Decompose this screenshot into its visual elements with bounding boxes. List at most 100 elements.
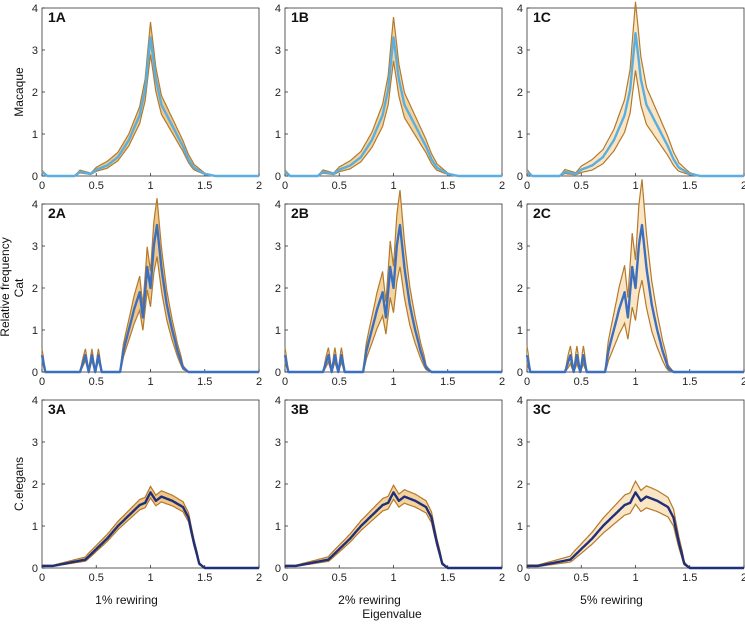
row-label-celegans: C.elegans — [12, 457, 26, 511]
y-tick-label: 1 — [517, 129, 523, 141]
panel-label: 1A — [48, 9, 66, 25]
x-tick-label: 1.5 — [197, 376, 212, 388]
series-line-macaque — [284, 36, 503, 178]
y-tick-label: 2 — [275, 479, 281, 491]
panel-label: 1C — [533, 9, 551, 25]
x-tick-label: 1.5 — [682, 180, 697, 192]
x-tick-label: 1 — [632, 180, 638, 192]
x-tick-label: 0 — [524, 180, 530, 192]
y-tick-label: 1 — [517, 325, 523, 337]
y-tick-label: 2 — [32, 479, 38, 491]
series-line-macaque — [41, 36, 260, 178]
x-tick-label: 0 — [524, 376, 530, 388]
x-tick-label: 1 — [632, 376, 638, 388]
x-tick-label: 1.5 — [197, 180, 212, 192]
y-tick-label: 1 — [275, 129, 281, 141]
y-tick-label: 1 — [32, 129, 38, 141]
x-tick-label: 2 — [499, 180, 505, 192]
x-tick-label: 0.5 — [332, 572, 347, 584]
y-tick-label: 3 — [32, 437, 38, 449]
x-tick-label: 2 — [256, 180, 262, 192]
series-line-celegans — [526, 491, 745, 570]
y-tick-label: 1 — [32, 521, 38, 533]
y-tick-label: 4 — [32, 199, 38, 211]
panel-1c: 0 0.5 1 1.5 2 0 1 2 3 4 1C — [517, 1, 745, 192]
x-tick-label: 2 — [256, 376, 262, 388]
y-tick-label: 3 — [32, 241, 38, 253]
axes-box — [284, 399, 503, 569]
panel-label: 3A — [48, 401, 66, 417]
y-tick-label: 0 — [275, 171, 281, 183]
y-tick-label: 2 — [517, 479, 523, 491]
panel-label: 2B — [291, 205, 309, 221]
panel-3b: 0 0.5 1 1.5 2 0 1 2 3 4 3B 2% rewiring — [275, 395, 505, 607]
y-tick-label: 1 — [275, 521, 281, 533]
x-tick-label: 0.5 — [332, 376, 347, 388]
panel-label: 1B — [291, 9, 309, 25]
x-tick-label: 0 — [39, 572, 45, 584]
x-tick-label: 2 — [741, 180, 745, 192]
x-tick-label: 1 — [390, 180, 396, 192]
y-tick-label: 0 — [275, 563, 281, 575]
y-tick-label: 0 — [517, 563, 523, 575]
y-tick-label: 4 — [275, 199, 281, 211]
envelope-area — [42, 22, 259, 176]
y-tick-label: 4 — [275, 3, 281, 15]
series-line-cat — [525, 223, 745, 374]
x-tick-label: 1.5 — [440, 376, 455, 388]
series-line-cat — [40, 223, 260, 374]
panel-label: 2C — [533, 205, 551, 221]
y-tick-label: 3 — [517, 45, 523, 57]
x-tick-label: 2 — [499, 376, 505, 388]
panel-label: 3C — [533, 401, 551, 417]
x-tick-label: 1 — [147, 376, 153, 388]
x-tick-label: 1.5 — [440, 572, 455, 584]
x-tick-label: 0.5 — [332, 180, 347, 192]
panel-1a: 0 0.5 1 1.5 2 0 1 2 3 4 1A Macaque — [12, 3, 262, 192]
x-tick-label: 0 — [39, 180, 45, 192]
y-tick-label: 4 — [517, 199, 523, 211]
x-tick-label: 1.5 — [440, 180, 455, 192]
y-tick-label: 0 — [275, 367, 281, 379]
column-label-rewiring: 5% rewiring — [580, 593, 643, 607]
y-tick-label: 1 — [275, 325, 281, 337]
x-tick-label: 2 — [256, 572, 262, 584]
series-line-macaque — [526, 32, 745, 178]
x-tick-label: 0 — [39, 376, 45, 388]
y-tick-label: 3 — [275, 437, 281, 449]
y-tick-label: 3 — [517, 437, 523, 449]
row-label-cat: Cat — [12, 278, 26, 297]
y-tick-label: 3 — [32, 45, 38, 57]
x-axis-shared-label: Eigenvalue — [362, 607, 422, 621]
y-tick-label: 2 — [32, 283, 38, 295]
x-tick-label: 2 — [741, 572, 745, 584]
panel-label: 2A — [48, 205, 66, 221]
y-tick-label: 3 — [275, 45, 281, 57]
y-tick-label: 3 — [517, 241, 523, 253]
x-tick-label: 1.5 — [682, 376, 697, 388]
y-tick-label: 3 — [275, 241, 281, 253]
x-tick-label: 0 — [282, 572, 288, 584]
x-tick-label: 1 — [147, 572, 153, 584]
axes-box — [41, 399, 260, 569]
panel-2b: 0 0.5 1 1.5 2 0 1 2 3 4 2B — [275, 190, 505, 388]
x-tick-label: 0 — [282, 180, 288, 192]
y-tick-label: 2 — [517, 87, 523, 99]
x-tick-label: 0.5 — [574, 180, 589, 192]
y-tick-label: 4 — [32, 3, 38, 15]
panel-3a: 0 0.5 1 1.5 2 0 1 2 3 4 3A C.elegans 1% rewiring — [12, 395, 262, 607]
row-label-macaque: Macaque — [12, 67, 26, 117]
x-tick-label: 1 — [147, 180, 153, 192]
envelope-area — [285, 485, 502, 568]
envelope-area — [527, 481, 744, 568]
y-tick-label: 0 — [517, 367, 523, 379]
y-tick-label: 0 — [32, 171, 38, 183]
x-tick-label: 0.5 — [574, 376, 589, 388]
x-tick-label: 1.5 — [682, 572, 697, 584]
panel-label: 3B — [291, 401, 309, 417]
y-tick-label: 2 — [275, 283, 281, 295]
x-tick-label: 1 — [390, 572, 396, 584]
y-tick-label: 4 — [32, 395, 38, 407]
